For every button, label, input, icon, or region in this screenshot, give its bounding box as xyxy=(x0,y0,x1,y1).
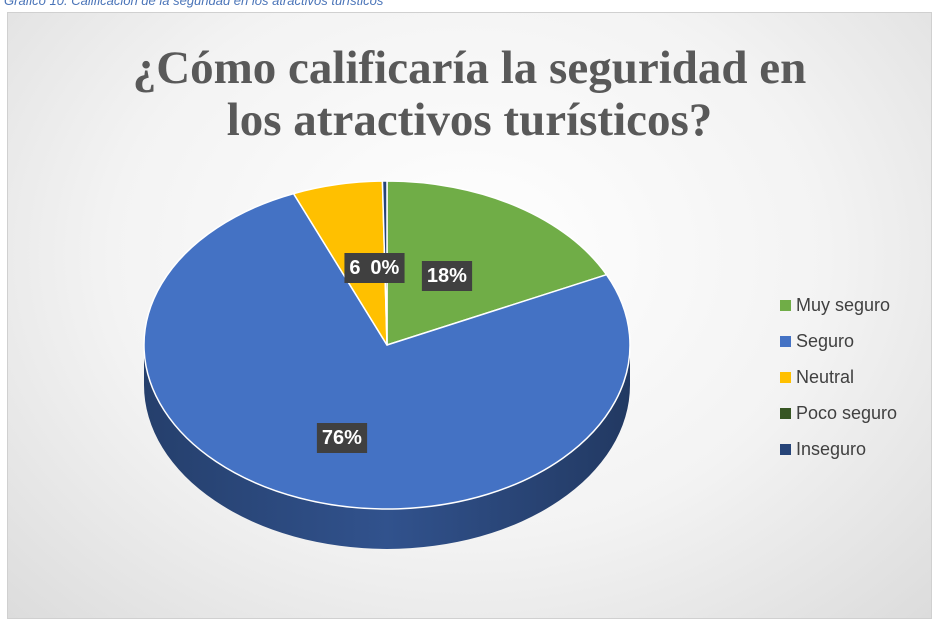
chart-title-line-1: ¿Cómo calificaría la seguridad en xyxy=(132,42,807,94)
pie-slice-seguro xyxy=(143,192,631,510)
legend-swatch-neutral xyxy=(780,371,791,383)
data-label-muy-seguro: 18% xyxy=(421,261,473,291)
figure-caption: Gráfico 10. Calificación de la seguridad… xyxy=(0,0,939,12)
pie-slice-muy-seguro xyxy=(386,180,608,346)
legend-swatch-muy-seguro xyxy=(780,299,791,311)
svg-text:76%: 76% xyxy=(322,427,362,449)
data-label-inseguro: 0% xyxy=(365,253,405,283)
legend-item-seguro: Seguro xyxy=(780,323,897,359)
legend-label-poco-seguro: Poco seguro xyxy=(796,402,898,423)
pie-side-seguro xyxy=(144,345,630,549)
data-label-seguro: 76% xyxy=(316,423,368,453)
legend-swatch-seguro xyxy=(780,335,791,347)
svg-text:0%: 0% xyxy=(370,257,399,279)
svg-text:18%: 18% xyxy=(427,265,467,287)
legend-item-poco-seguro: Poco seguro xyxy=(780,395,897,431)
legend-label-inseguro: Inseguro xyxy=(796,438,867,459)
svg-text:6: 6 xyxy=(349,257,360,279)
legend-swatch-inseguro xyxy=(780,443,791,455)
legend-label-neutral: Neutral xyxy=(796,366,855,387)
legend-item-muy-seguro: Muy seguro xyxy=(780,287,897,323)
data-label-neutral: 6 xyxy=(344,253,366,283)
chart-legend: Muy seguro Seguro Neutral Poco seguro Insegu… xyxy=(780,287,897,467)
chart-title-line-2: los atractivos turísticos? xyxy=(226,94,713,146)
legend-item-neutral: Neutral xyxy=(780,359,897,395)
legend-item-inseguro: Inseguro xyxy=(780,431,897,467)
legend-label-muy-seguro: Muy seguro xyxy=(796,294,891,315)
chart-title: ¿Cómo calificaría la seguridad en los at… xyxy=(0,42,939,146)
figure-caption-text: Gráfico 10. Calificación de la seguridad… xyxy=(4,0,384,8)
legend-label-seguro: Seguro xyxy=(796,330,855,351)
legend-swatch-poco-seguro xyxy=(780,407,791,419)
